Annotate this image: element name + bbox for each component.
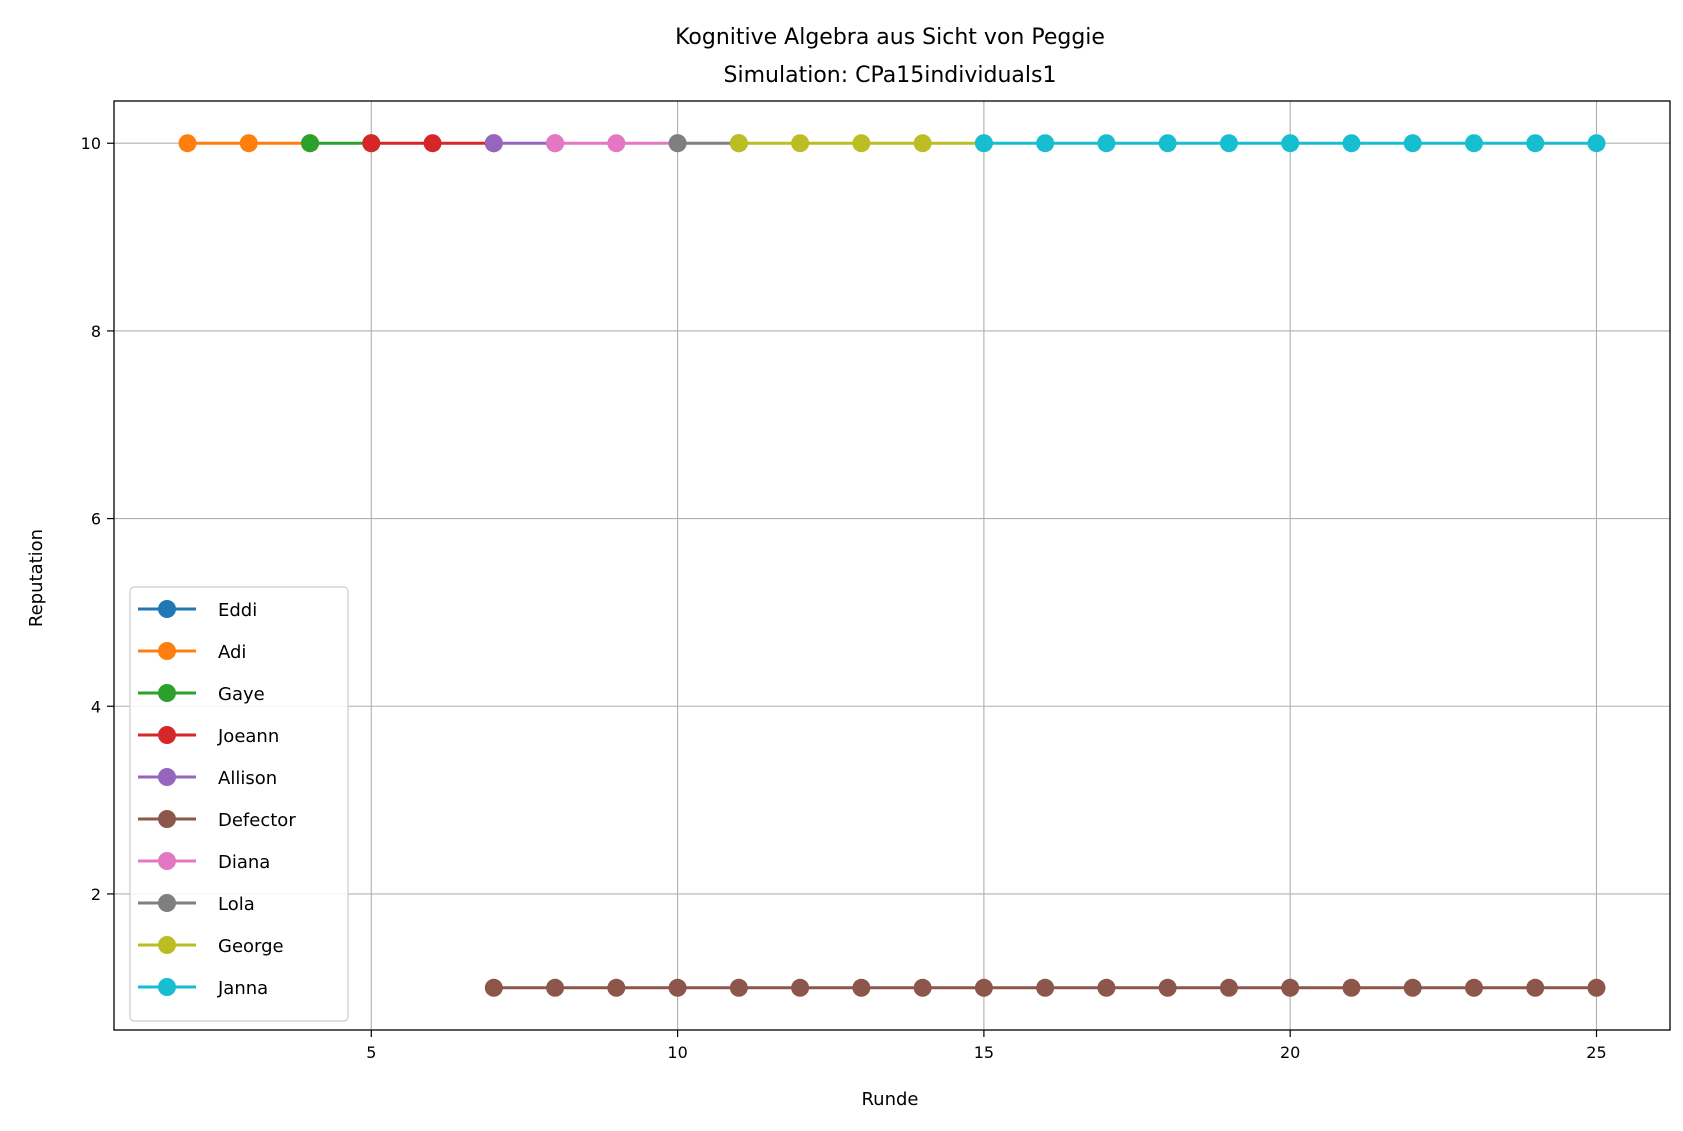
data-point bbox=[301, 134, 320, 153]
legend-label: Eddi bbox=[218, 600, 257, 621]
data-point bbox=[1464, 978, 1483, 997]
data-point bbox=[178, 134, 197, 153]
data-point bbox=[974, 134, 993, 153]
data-point bbox=[607, 978, 626, 997]
data-point bbox=[1403, 134, 1422, 153]
data-point bbox=[484, 134, 503, 153]
data-point bbox=[1158, 978, 1177, 997]
data-point bbox=[974, 978, 993, 997]
data-point bbox=[239, 134, 258, 153]
series-george bbox=[729, 134, 993, 153]
data-point bbox=[1281, 978, 1300, 997]
legend-label: Janna bbox=[217, 978, 268, 999]
legend-marker bbox=[158, 768, 176, 786]
y-tick-label: 2 bbox=[91, 885, 101, 904]
data-point bbox=[668, 978, 687, 997]
legend-label: Defector bbox=[218, 810, 296, 831]
data-point bbox=[1526, 134, 1545, 153]
legend-marker bbox=[158, 726, 176, 744]
legend-marker bbox=[158, 684, 176, 702]
series-layer bbox=[178, 134, 1606, 997]
data-point bbox=[362, 134, 381, 153]
legend-label: Adi bbox=[218, 642, 246, 663]
data-point bbox=[1587, 134, 1606, 153]
chart-title: Kognitive Algebra aus Sicht von Peggie bbox=[675, 25, 1105, 50]
legend: Eddi Adi Gaye Joeann Allison Defector Diana Lol… bbox=[129, 586, 349, 1022]
data-point bbox=[1464, 134, 1483, 153]
legend-label: Allison bbox=[218, 768, 277, 789]
legend-marker bbox=[158, 600, 176, 618]
legend-label: Gaye bbox=[218, 684, 265, 705]
legend-item: Diana bbox=[138, 852, 270, 873]
legend-item: George bbox=[138, 936, 284, 957]
legend-label: Diana bbox=[218, 852, 270, 873]
plot-frame bbox=[113, 100, 1671, 1031]
x-tick-label: 10 bbox=[667, 1043, 687, 1062]
y-axis-label: Reputation bbox=[26, 529, 47, 627]
legend-label: Joeann bbox=[217, 726, 279, 747]
x-tick-label: 20 bbox=[1280, 1043, 1300, 1062]
y-tick-label: 6 bbox=[91, 510, 101, 529]
data-point bbox=[913, 978, 932, 997]
data-point bbox=[546, 134, 565, 153]
legend-item: Janna bbox=[138, 978, 268, 999]
series-janna bbox=[974, 134, 1606, 153]
legend-box bbox=[129, 586, 349, 1022]
legend-item: Defector bbox=[138, 810, 296, 831]
series-defector bbox=[484, 978, 1606, 997]
data-point bbox=[1403, 978, 1422, 997]
data-point bbox=[729, 134, 748, 153]
legend-item: Adi bbox=[138, 642, 246, 663]
data-point bbox=[852, 978, 871, 997]
data-point bbox=[1526, 978, 1545, 997]
data-point bbox=[423, 134, 442, 153]
data-point bbox=[1036, 978, 1055, 997]
legend-marker bbox=[158, 810, 176, 828]
series-adi bbox=[178, 134, 320, 153]
data-point bbox=[607, 134, 626, 153]
ticks: 5 10 15 20 25 2 4 6 8 10 bbox=[81, 134, 1607, 1062]
legend-item: Allison bbox=[138, 768, 277, 789]
legend-marker bbox=[158, 642, 176, 660]
x-tick-label: 15 bbox=[974, 1043, 994, 1062]
legend-marker bbox=[158, 978, 176, 996]
data-point bbox=[1097, 134, 1116, 153]
x-tick-label: 25 bbox=[1586, 1043, 1606, 1062]
legend-marker bbox=[158, 852, 176, 870]
data-point bbox=[1342, 134, 1361, 153]
legend-marker bbox=[158, 894, 176, 912]
data-point bbox=[1097, 978, 1116, 997]
data-point bbox=[791, 134, 810, 153]
data-point bbox=[791, 978, 810, 997]
y-tick-label: 4 bbox=[91, 697, 101, 716]
data-point bbox=[1036, 134, 1055, 153]
legend-label: George bbox=[218, 936, 284, 957]
y-tick-label: 10 bbox=[81, 134, 101, 153]
data-point bbox=[484, 978, 503, 997]
legend-item: Joeann bbox=[138, 726, 279, 747]
chart-subtitle: Simulation: CPa15individuals1 bbox=[724, 63, 1057, 88]
data-point bbox=[852, 134, 871, 153]
data-point bbox=[1219, 978, 1238, 997]
legend-item: Eddi bbox=[138, 600, 257, 621]
data-point bbox=[1281, 134, 1300, 153]
legend-marker bbox=[158, 936, 176, 954]
x-tick-label: 5 bbox=[366, 1043, 376, 1062]
data-point bbox=[729, 978, 748, 997]
data-point bbox=[1158, 134, 1177, 153]
data-point bbox=[1587, 978, 1606, 997]
series-diana bbox=[546, 134, 687, 153]
y-tick-label: 8 bbox=[91, 322, 101, 341]
series-joeann bbox=[362, 134, 503, 153]
data-point bbox=[913, 134, 932, 153]
data-point bbox=[668, 134, 687, 153]
legend-item: Lola bbox=[138, 894, 255, 915]
x-axis-label: Runde bbox=[861, 1089, 918, 1110]
data-point bbox=[546, 978, 565, 997]
data-point bbox=[1342, 978, 1361, 997]
data-point bbox=[1219, 134, 1238, 153]
legend-label: Lola bbox=[218, 894, 255, 915]
legend-item: Gaye bbox=[138, 684, 265, 705]
